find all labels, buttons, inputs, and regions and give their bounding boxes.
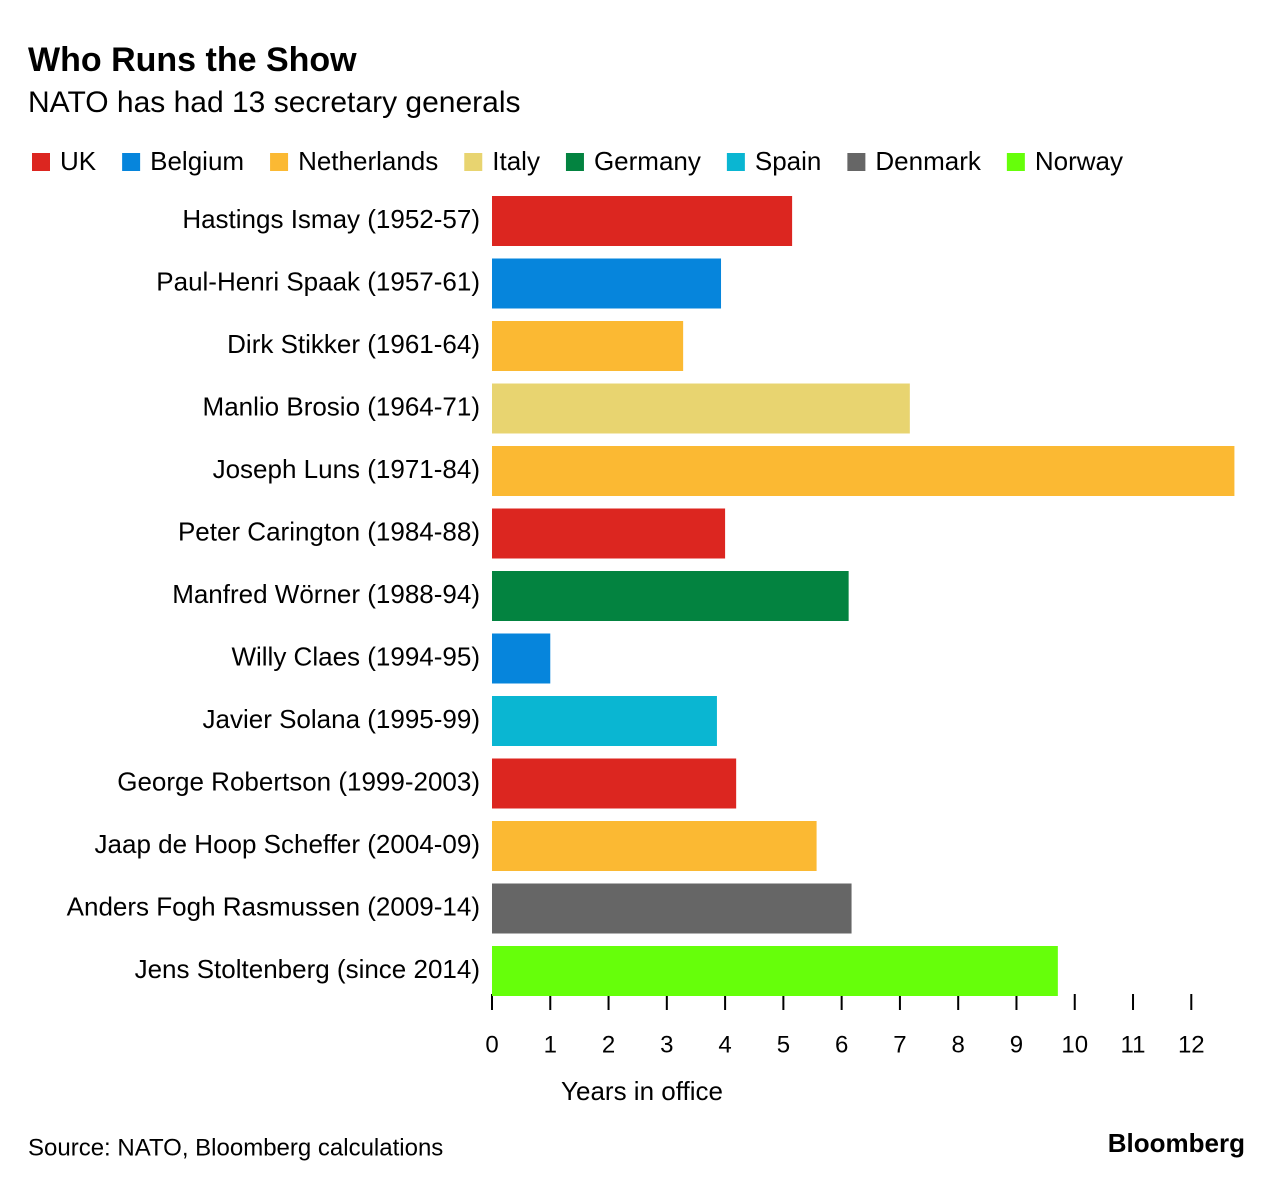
y-tick-label: Paul-Henri Spaak (1957-61)	[156, 266, 480, 296]
legend-label: Norway	[1035, 146, 1123, 176]
x-axis-label: Years in office	[561, 1076, 723, 1106]
y-tick-label: George Robertson (1999-2003)	[117, 766, 480, 796]
x-tick-label: 12	[1178, 1031, 1205, 1058]
x-tick-label: 4	[718, 1031, 731, 1058]
y-tick-label: Manlio Brosio (1964-71)	[203, 391, 480, 421]
y-tick-label: Joseph Luns (1971-84)	[213, 454, 480, 484]
legend-swatch	[726, 153, 745, 171]
legend-label: UK	[60, 146, 97, 176]
y-tick-label: Jaap de Hoop Scheffer (2004-09)	[95, 829, 480, 859]
legend-swatch	[847, 153, 866, 171]
y-tick-label: Willy Claes (1994-95)	[231, 641, 480, 671]
y-tick-label: Javier Solana (1995-99)	[203, 704, 481, 734]
bar	[492, 883, 852, 934]
x-tick-label: 10	[1061, 1031, 1088, 1058]
legend-swatch	[565, 153, 584, 171]
x-tick-label: 3	[660, 1031, 673, 1058]
legend-swatch	[270, 153, 289, 171]
y-tick-label: Anders Fogh Rasmussen (2009-14)	[67, 891, 480, 921]
x-tick-label: 0	[485, 1031, 498, 1058]
y-tick-label: Hastings Ismay (1952-57)	[182, 204, 480, 234]
x-tick-label: 2	[602, 1031, 615, 1058]
bar	[492, 821, 817, 871]
bar	[492, 571, 849, 621]
y-tick-label: Jens Stoltenberg (since 2014)	[135, 954, 480, 984]
source: Source: NATO, Bloomberg calculations	[28, 1134, 443, 1161]
legend-swatch	[464, 153, 483, 171]
x-tick-label: 6	[835, 1031, 848, 1058]
x-tick-label: 7	[893, 1031, 906, 1058]
x-tick-label: 1	[544, 1031, 557, 1058]
bar	[492, 446, 1235, 496]
x-tick-label: 8	[952, 1031, 965, 1058]
bar	[492, 696, 717, 746]
bar	[492, 758, 737, 809]
y-tick-label: Dirk Stikker (1961-64)	[227, 329, 480, 359]
legend-swatch	[32, 153, 50, 171]
y-tick-label: Peter Carington (1984-88)	[178, 516, 480, 546]
legend-swatch	[1006, 153, 1025, 171]
bar	[492, 383, 910, 434]
bar	[492, 196, 793, 246]
x-tick-label: 11	[1121, 1031, 1146, 1058]
brand: Bloomberg	[1108, 1128, 1245, 1158]
legend-label: Italy	[492, 146, 540, 176]
y-tick-label: Manfred Wörner (1988-94)	[172, 579, 480, 609]
x-tick-label: 5	[777, 1031, 790, 1058]
x-tick-label: 9	[1010, 1031, 1023, 1058]
bar	[492, 258, 722, 309]
legend-label: Denmark	[875, 146, 981, 176]
legend-label: Netherlands	[298, 146, 438, 176]
legend-label: Germany	[594, 146, 701, 176]
chart-subtitle: NATO has had 13 secretary generals	[28, 86, 520, 119]
bar	[492, 321, 684, 371]
legend-label: Belgium	[150, 146, 244, 176]
bar	[492, 508, 726, 559]
legend-label: Spain	[755, 146, 822, 176]
legend-swatch	[122, 153, 141, 171]
bar	[492, 946, 1058, 996]
bar	[492, 633, 551, 684]
chart-title: Who Runs the Show	[28, 41, 357, 79]
